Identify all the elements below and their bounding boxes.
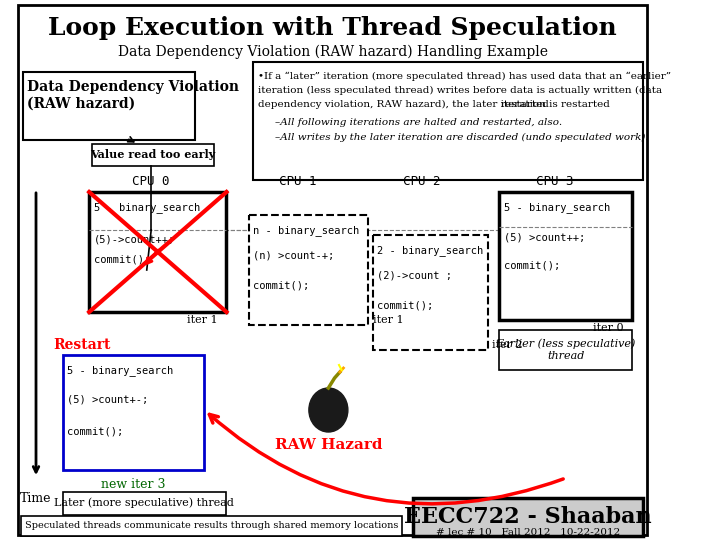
Text: Data Dependency Violation
(RAW hazard): Data Dependency Violation (RAW hazard) xyxy=(27,80,239,110)
Text: commit();: commit(); xyxy=(253,280,310,290)
Bar xyxy=(248,215,368,325)
Text: iter 0: iter 0 xyxy=(593,323,624,333)
Text: Value read too early: Value read too early xyxy=(90,150,215,160)
FancyArrowPatch shape xyxy=(210,414,563,504)
Text: CPU 1: CPU 1 xyxy=(279,175,316,188)
Text: CPU 3: CPU 3 xyxy=(536,175,573,188)
Text: Loop Execution with Thread Speculation: Loop Execution with Thread Speculation xyxy=(48,16,617,40)
Text: (5) >count++;: (5) >count++; xyxy=(504,232,585,242)
Text: iteration (less speculated thread) writes before data is actually written (data: iteration (less speculated thread) write… xyxy=(258,86,662,95)
Text: –All following iterations are halted and restarted, also.: –All following iterations are halted and… xyxy=(275,118,562,127)
Text: restarted: restarted xyxy=(501,100,550,109)
Text: n - binary_search: n - binary_search xyxy=(253,225,359,236)
Text: new iter 3: new iter 3 xyxy=(102,478,166,491)
Text: 5 - binary_search: 5 - binary_search xyxy=(67,365,174,376)
Text: 5 - binary_search: 5 - binary_search xyxy=(94,202,200,213)
Bar xyxy=(253,62,643,180)
Text: commit();: commit(); xyxy=(377,300,433,310)
Text: (n) >count-+;: (n) >count-+; xyxy=(253,250,334,260)
Text: Later (more speculative) thread: Later (more speculative) thread xyxy=(54,498,234,508)
Bar xyxy=(89,192,227,312)
Text: CPU 2: CPU 2 xyxy=(402,175,440,188)
Bar xyxy=(21,516,402,536)
Bar xyxy=(413,498,643,536)
Bar xyxy=(500,330,632,370)
Text: (5) >count+-;: (5) >count+-; xyxy=(67,395,148,405)
Bar xyxy=(373,235,488,350)
Text: Earlier (less speculative)
thread: Earlier (less speculative) thread xyxy=(495,339,636,361)
Text: EECC722 - Shaaban: EECC722 - Shaaban xyxy=(404,506,652,528)
Text: iter 1: iter 1 xyxy=(373,315,403,325)
Text: Speculated threads communicate results through shared memory locations: Speculated threads communicate results t… xyxy=(24,522,398,530)
Text: CPU 0: CPU 0 xyxy=(132,175,170,188)
Text: commit();: commit(); xyxy=(504,260,560,270)
Bar xyxy=(23,72,196,140)
Text: Data Dependency Violation (RAW hazard) Handling Example: Data Dependency Violation (RAW hazard) H… xyxy=(118,45,548,59)
Text: –All writes by the later iteration are discarded (undo speculated work).: –All writes by the later iteration are d… xyxy=(275,133,649,142)
Text: (5)->count++;: (5)->count++; xyxy=(94,234,175,244)
Text: RAW Hazard: RAW Hazard xyxy=(274,438,382,452)
Text: (2)->count ;: (2)->count ; xyxy=(377,270,452,280)
Text: 5 - binary_search: 5 - binary_search xyxy=(504,202,610,213)
Text: Time: Time xyxy=(20,492,52,505)
Text: 2 - binary_search: 2 - binary_search xyxy=(377,245,483,256)
Text: iter 2: iter 2 xyxy=(492,340,523,350)
Bar xyxy=(500,192,632,320)
Bar xyxy=(92,144,214,166)
Text: commit();: commit(); xyxy=(94,254,150,264)
Text: dependency violation, RAW hazard), the later iteration is restarted: dependency violation, RAW hazard), the l… xyxy=(258,100,609,109)
Text: # lec # 10   Fall 2012   10-22-2012: # lec # 10 Fall 2012 10-22-2012 xyxy=(436,528,620,537)
Text: •If a “later” iteration (more speculated thread) has used data that an “earlier”: •If a “later” iteration (more speculated… xyxy=(258,72,670,82)
Circle shape xyxy=(309,388,348,432)
Bar xyxy=(63,492,227,515)
Bar xyxy=(63,355,204,470)
Text: Restart: Restart xyxy=(54,338,111,352)
Text: iter 1: iter 1 xyxy=(187,315,217,325)
Text: commit();: commit(); xyxy=(67,427,123,437)
